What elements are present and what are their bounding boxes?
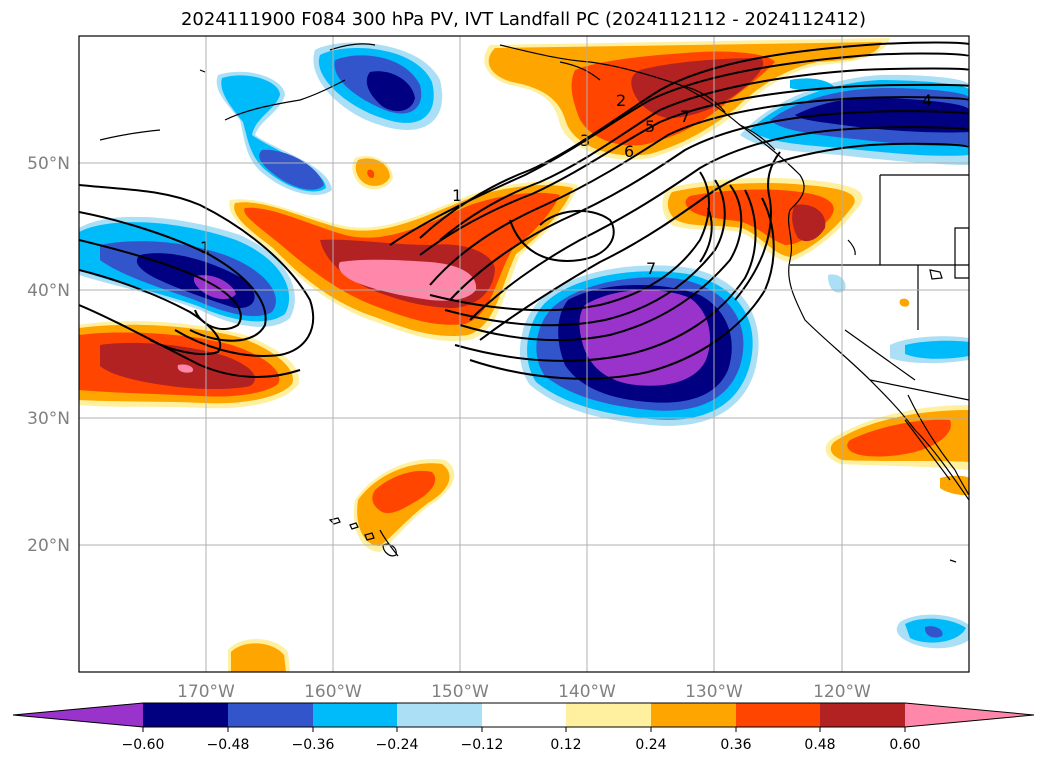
map-frame xyxy=(78,35,970,673)
colorbar-segment-10 xyxy=(905,703,1034,727)
positive-anomaly-hawaii xyxy=(353,459,455,552)
colorbar-tick-4: −0.12 xyxy=(461,737,504,753)
contour-label-5: 5 xyxy=(645,117,655,136)
colorbar-segment-6 xyxy=(566,703,651,727)
pv-contours xyxy=(79,41,969,380)
colorbar-segment-8 xyxy=(736,703,820,727)
contour-label-1-west: 1 xyxy=(200,238,210,257)
negative-anomaly-alaska xyxy=(216,42,443,195)
longitude-labels: 170°W 160°W 150°W 140°W 130°W 120°W xyxy=(177,682,871,702)
contour-label-1: 1 xyxy=(452,186,462,205)
colorbar-segment-5 xyxy=(482,703,566,727)
colorbar-tick-2: −0.36 xyxy=(292,737,335,753)
colorbar-segment-2 xyxy=(228,703,313,727)
contour-label-7: 7 xyxy=(646,259,656,278)
colorbar-tick-5: 0.12 xyxy=(550,737,581,753)
lon-label-120w: 120°W xyxy=(813,682,871,702)
map-area: 1 1 2 3 4 5 6 7 7 xyxy=(79,36,969,672)
map-title: 2024111900 F084 300 hPa PV, IVT Landfall… xyxy=(180,9,867,30)
lon-label-150w: 150°W xyxy=(431,682,489,702)
negative-anomaly-northeast xyxy=(740,74,969,649)
lon-label-170w: 170°W xyxy=(177,682,235,702)
lon-label-140w: 140°W xyxy=(558,682,616,702)
colorbar-segment-1 xyxy=(143,703,228,727)
contour-label-7-north: 7 xyxy=(680,107,690,126)
lat-label-30n: 30°N xyxy=(27,409,70,429)
colorbar-tick-6: 0.24 xyxy=(635,737,666,753)
lat-label-20n: 20°N xyxy=(27,536,70,556)
colorbar: −0.60 −0.48 −0.36 −0.24 −0.12 0.12 0.24 … xyxy=(12,702,1035,753)
coastlines xyxy=(99,43,969,563)
negative-anomaly-main xyxy=(519,265,759,426)
contour-label-4: 4 xyxy=(922,91,932,110)
colorbar-segment-9 xyxy=(820,703,905,727)
colorbar-tick-3: −0.24 xyxy=(376,737,419,753)
colorbar-tick-0: −0.60 xyxy=(122,737,165,753)
colorbar-tick-7: 0.36 xyxy=(720,737,751,753)
colorbar-segment-7 xyxy=(651,703,736,727)
lon-label-160w: 160°W xyxy=(304,682,362,702)
colorbar-tick-8: 0.48 xyxy=(804,737,835,753)
lon-label-130w: 130°W xyxy=(685,682,743,702)
contour-labels: 1 1 2 3 4 5 6 7 7 xyxy=(200,91,932,278)
colorbar-segment-4 xyxy=(397,703,482,727)
contour-label-3: 3 xyxy=(580,131,590,150)
pv-anomaly-fields xyxy=(79,38,969,672)
positive-anomaly-west xyxy=(79,321,300,409)
lat-label-50n: 50°N xyxy=(27,154,70,174)
gridlines xyxy=(79,36,969,672)
colorbar-tick-9: 0.60 xyxy=(889,737,920,753)
colorbar-segment-3 xyxy=(313,703,397,727)
lat-label-40n: 40°N xyxy=(27,281,70,301)
colorbar-tick-1: −0.48 xyxy=(207,737,250,753)
latitude-labels: 50°N 40°N 30°N 20°N xyxy=(27,154,70,556)
contour-label-6: 6 xyxy=(624,142,634,161)
contour-label-2: 2 xyxy=(616,91,626,110)
colorbar-segment-0 xyxy=(13,703,143,727)
